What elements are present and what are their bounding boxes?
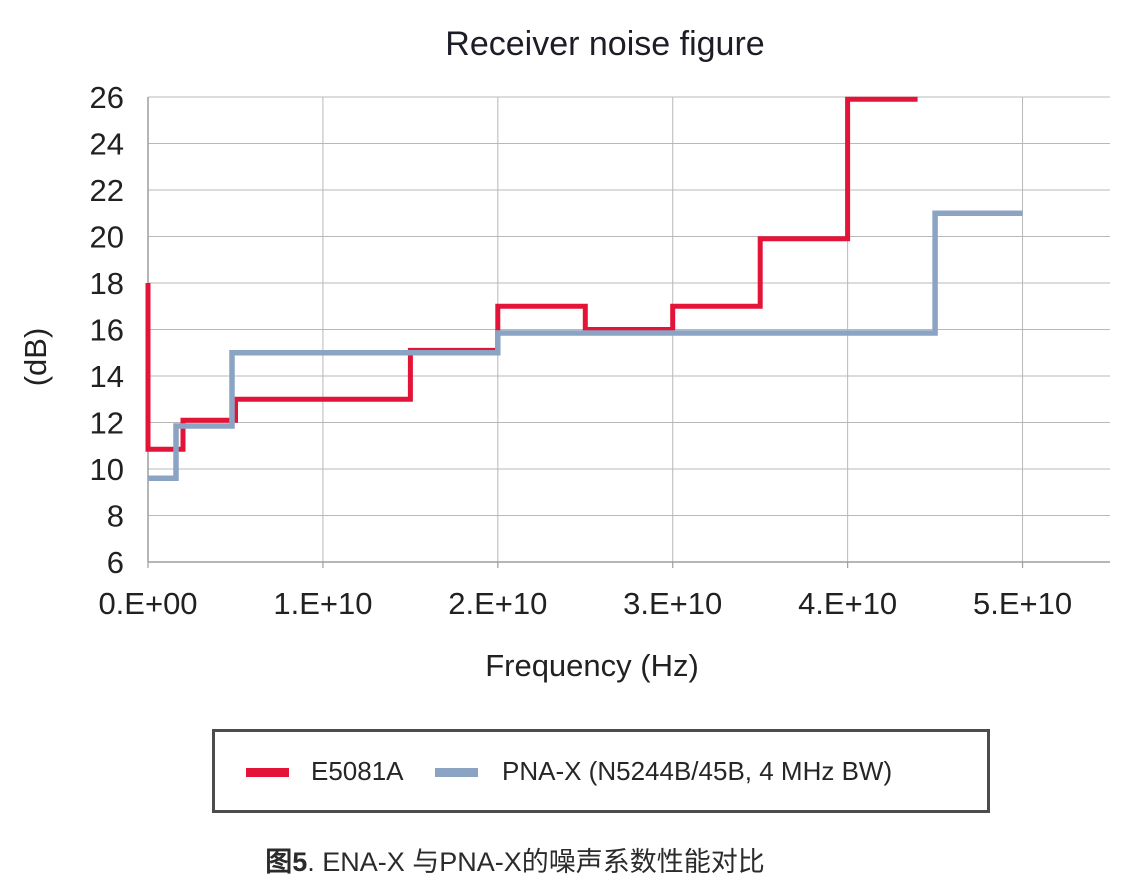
- y-tick-label: 14: [90, 359, 124, 394]
- caption-text: . ENA-X 与PNA-X的噪声系数性能对比: [307, 847, 765, 877]
- x-tick-label: 2.E+10: [448, 586, 547, 621]
- x-axis-title: Frequency (Hz): [485, 648, 699, 683]
- caption-number: 图5: [265, 847, 308, 877]
- y-tick-label: 24: [90, 127, 124, 162]
- noise-figure-chart: 6 8 10 12 14 16 18 20 22 24 26 0.E+00 1.E+10 2.E+10 3.…: [18, 25, 1110, 683]
- y-tick-label: 10: [90, 452, 124, 487]
- tick-label-layer: 6 8 10 12 14 16 18 20 22 24 26 0.E+00 1.E+10 2.E+10 3.…: [90, 80, 1073, 621]
- series-layer: [145, 96, 1023, 482]
- y-tick-label: 12: [90, 406, 124, 441]
- y-tick-label: 22: [90, 173, 124, 208]
- x-tick-label: 5.E+10: [973, 586, 1072, 621]
- x-tick-label: 1.E+10: [273, 586, 372, 621]
- legend-label-e5081a: E5081A: [311, 755, 404, 786]
- series-line-pna-x-n5244b-45b-4-mhz-bw: [148, 210, 1023, 482]
- y-tick-label: 8: [107, 499, 124, 534]
- y-tick-label: 20: [90, 220, 124, 255]
- y-tick-label: 26: [90, 80, 124, 115]
- y-tick-label: 18: [90, 266, 124, 301]
- legend-label-pna-x: PNA-X (N5244B/45B, 4 MHz BW): [502, 755, 893, 786]
- x-tick-label: 0.E+00: [98, 586, 197, 621]
- chart-title: Receiver noise figure: [445, 25, 764, 63]
- figure-caption: 图5. ENA-X 与PNA-X的噪声系数性能对比: [0, 840, 1132, 879]
- y-axis-title: (dB): [18, 328, 53, 387]
- y-tick-label: 6: [107, 545, 124, 580]
- series-line-e5081a: [145, 96, 918, 452]
- x-tick-label: 4.E+10: [798, 586, 897, 621]
- legend-box: E5081A PNA-X (N5244B/45B, 4 MHz BW): [212, 729, 990, 813]
- legend-swatch-pna-x: [435, 768, 478, 777]
- x-tick-label: 3.E+10: [623, 586, 722, 621]
- y-tick-label: 16: [90, 313, 124, 348]
- legend-swatch-e5081a: [246, 768, 289, 777]
